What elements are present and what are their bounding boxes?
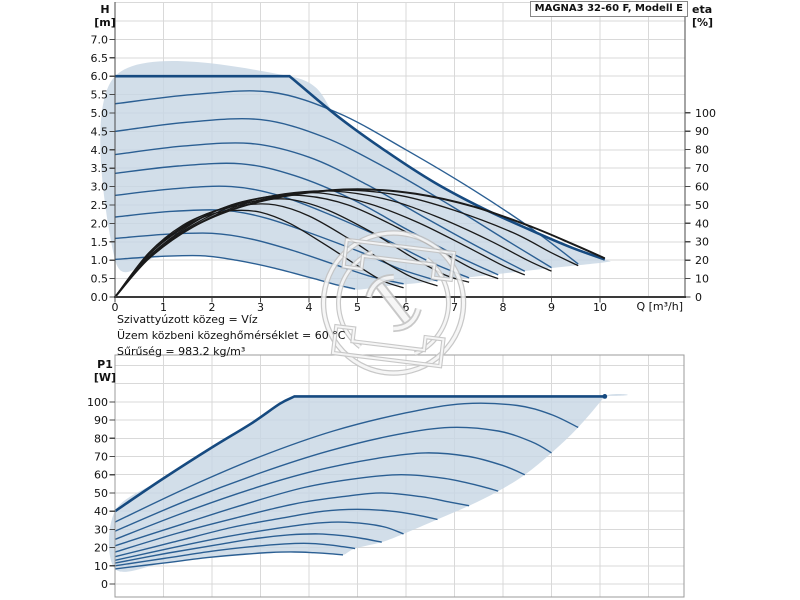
h-axis-label: H [m] (92, 3, 118, 29)
svg-text:70: 70 (94, 451, 108, 464)
bottom-chart: 0 10 20 30 40 50 60 70 80 90 100 (87, 354, 685, 598)
svg-text:6.5: 6.5 (91, 52, 109, 65)
svg-text:60: 60 (695, 181, 709, 194)
svg-text:100: 100 (87, 396, 108, 409)
svg-text:10: 10 (695, 273, 709, 286)
p1-axis-symbol: P1 (97, 358, 113, 371)
svg-text:4.0: 4.0 (91, 144, 109, 157)
svg-text:40: 40 (695, 217, 709, 230)
svg-text:5.0: 5.0 (91, 107, 109, 120)
h-axis-symbol: H (100, 3, 110, 16)
svg-text:80: 80 (695, 144, 709, 157)
svg-text:1.0: 1.0 (91, 254, 109, 267)
svg-text:3.0: 3.0 (91, 181, 109, 194)
svg-text:70: 70 (695, 162, 709, 175)
max-power-end-marker (602, 394, 608, 399)
note-pumped-medium: Szivattyúzott közeg = Víz (117, 313, 258, 326)
svg-text:50: 50 (695, 199, 709, 212)
svg-text:0: 0 (112, 301, 119, 314)
p1-axis-label: P1 [W] (92, 358, 118, 384)
svg-text:10: 10 (94, 560, 108, 573)
pump-shop-logo-watermark (320, 230, 467, 376)
svg-text:0.0: 0.0 (91, 291, 109, 304)
svg-text:30: 30 (695, 236, 709, 249)
svg-text:0: 0 (101, 578, 108, 591)
h-axis-unit: [m] (94, 16, 116, 29)
svg-text:3: 3 (257, 301, 264, 314)
svg-text:40: 40 (94, 505, 108, 518)
svg-text:4: 4 (306, 301, 313, 314)
note-medium-temperature: Üzem közbeni közeghőmérséklet = 60 °C (117, 329, 346, 342)
svg-text:30: 30 (94, 523, 108, 536)
bottom-power-curves (114, 402, 579, 570)
bottom-axes-ticks (109, 401, 115, 585)
bottom-operating-region (108, 393, 628, 572)
note-density: Sűrűség = 983.2 kg/m³ (117, 345, 246, 358)
top-operating-region (100, 61, 611, 290)
operating-conditions-notes: Szivattyúzott közeg = Víz Üzem közbeni k… (117, 312, 345, 360)
svg-text:6: 6 (403, 301, 410, 314)
svg-text:1: 1 (160, 301, 167, 314)
svg-text:1.5: 1.5 (91, 236, 109, 249)
eta-axis-unit: [%] (692, 16, 714, 29)
svg-text:90: 90 (695, 125, 709, 138)
bottom-tick-labels: 0 10 20 30 40 50 60 70 80 90 100 (87, 396, 108, 591)
svg-text:5.5: 5.5 (91, 89, 109, 102)
svg-text:10: 10 (593, 301, 607, 314)
eta-axis-label: eta [%] (692, 3, 724, 29)
svg-text:9: 9 (548, 301, 555, 314)
q-axis-label: Q [m³/h] (636, 300, 683, 313)
svg-text:7.0: 7.0 (91, 33, 109, 46)
p1-axis-unit: [W] (93, 371, 117, 384)
eta-axis-symbol: eta (692, 3, 713, 16)
svg-text:60: 60 (94, 469, 108, 482)
svg-text:80: 80 (94, 432, 108, 445)
pump-model-label: MAGNA3 32-60 F, Modell E (529, 1, 688, 17)
svg-text:7: 7 (451, 301, 458, 314)
efficiency-curves (114, 188, 606, 298)
svg-text:4.5: 4.5 (91, 125, 109, 138)
svg-text:100: 100 (695, 107, 716, 120)
svg-text:0.5: 0.5 (91, 273, 109, 286)
svg-text:5: 5 (354, 301, 361, 314)
svg-text:2.0: 2.0 (91, 217, 109, 230)
svg-text:6.0: 6.0 (91, 70, 109, 83)
bottom-max-power-curve (114, 395, 605, 513)
svg-text:8: 8 (500, 301, 507, 314)
top-chart: 0.0 0.5 1.0 1.5 2.0 2.5 3.0 3.5 4.0 4.5 5.0 5.5 6.0 6… (91, 2, 717, 314)
svg-text:20: 20 (695, 254, 709, 267)
svg-text:20: 20 (94, 542, 108, 555)
svg-text:90: 90 (94, 414, 108, 427)
top-max-speed-curve (115, 74, 606, 261)
top-tick-labels: 0.0 0.5 1.0 1.5 2.0 2.5 3.0 3.5 4.0 4.5 5.0 5.5 6.0 6… (91, 33, 717, 314)
svg-text:0: 0 (695, 291, 702, 304)
bottom-chart-border (114, 354, 685, 598)
svg-text:50: 50 (94, 487, 108, 500)
svg-text:2.5: 2.5 (91, 199, 109, 212)
svg-text:3.5: 3.5 (91, 162, 109, 175)
svg-text:2: 2 (209, 301, 216, 314)
